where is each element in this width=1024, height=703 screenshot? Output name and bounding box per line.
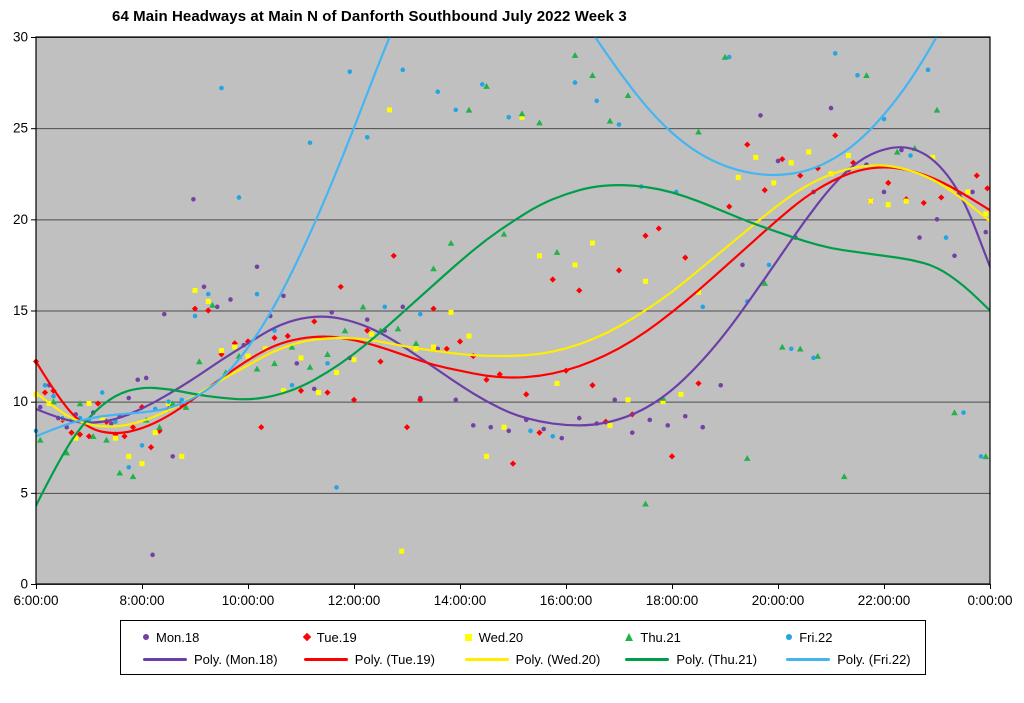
poly-mon18-line-icon: [143, 657, 187, 661]
svg-text:0: 0: [20, 577, 28, 592]
series-points-thu21[interactable]: [36, 52, 990, 507]
legend-label-poly-tue19: Poly. (Tue.19): [354, 651, 435, 667]
svg-text:8:00:00: 8:00:00: [119, 593, 164, 608]
svg-text:0:00:00: 0:00:00: [967, 593, 1012, 608]
svg-text:6:00:00: 6:00:00: [13, 593, 58, 608]
svg-text:10: 10: [13, 394, 28, 409]
series-points-wed20[interactable]: [33, 107, 989, 554]
poly-tue19-line-icon: [303, 657, 348, 661]
legend-item-poly-fri22[interactable]: Poly. (Fri.22): [764, 652, 925, 667]
svg-text:16:00:00: 16:00:00: [540, 593, 593, 608]
svg-text:20:00:00: 20:00:00: [752, 593, 805, 608]
trendline-poly-mon-18-[interactable]: [36, 146, 990, 427]
chart-title: 64 Main Headways at Main N of Danforth S…: [112, 8, 627, 25]
legend-item-wed20[interactable]: Wed.20: [443, 630, 604, 645]
legend-item-poly-wed20[interactable]: Poly. (Wed.20): [443, 652, 604, 667]
legend-label-wed20: Wed.20: [478, 629, 524, 645]
poly-thu21-line-icon: [625, 657, 670, 661]
mon18-dot-marker-icon: [143, 634, 149, 640]
svg-text:20: 20: [13, 212, 28, 227]
y-axis-labels: 0 5 10 15 20 25 30: [13, 30, 36, 592]
svg-text:12:00:00: 12:00:00: [328, 593, 381, 608]
legend-row-trendlines: Poly. (Mon.18) Poly. (Tue.19) Poly. (Wed…: [121, 648, 925, 670]
fri22-dot-marker-icon: [786, 634, 793, 640]
legend-label-mon18: Mon.18: [156, 629, 200, 645]
legend-label-poly-wed20: Poly. (Wed.20): [515, 651, 601, 667]
thu21-triangle-marker-icon: [625, 633, 634, 641]
legend-label-poly-fri22: Poly. (Fri.22): [837, 651, 911, 667]
wed20-square-marker-icon: [464, 633, 472, 641]
svg-text:15: 15: [13, 303, 28, 318]
chart-legend: Mon.18 Tue.19 Wed.20 Thu.21 Fri.22: [120, 620, 926, 675]
svg-text:18:00:00: 18:00:00: [646, 593, 699, 608]
svg-text:5: 5: [20, 485, 28, 500]
legend-label-fri22: Fri.22: [799, 629, 833, 645]
series-points-fri22[interactable]: [33, 51, 984, 490]
plot-svg: 0 5 10 15 20 25 30 6:00:00 8:00:00 10:00:00 12:00:…: [13, 25, 1013, 609]
legend-item-thu21[interactable]: Thu.21: [603, 630, 764, 645]
svg-text:25: 25: [13, 121, 28, 136]
tue19-diamond-marker-icon: [302, 632, 312, 642]
legend-label-tue19: Tue.19: [316, 629, 357, 645]
chart-container: 64 Main Headways at Main N of Danforth S…: [0, 8, 1024, 675]
trendline-poly-fri-22-[interactable]: [36, 25, 990, 438]
legend-item-mon18[interactable]: Mon.18: [121, 630, 282, 645]
legend-row-markers: Mon.18 Tue.19 Wed.20 Thu.21 Fri.22: [121, 626, 925, 648]
legend-item-poly-mon18[interactable]: Poly. (Mon.18): [121, 652, 282, 667]
legend-item-poly-thu21[interactable]: Poly. (Thu.21): [603, 652, 764, 667]
legend-label-thu21: Thu.21: [640, 629, 681, 645]
poly-fri22-line-icon: [786, 657, 831, 661]
svg-text:14:00:00: 14:00:00: [434, 593, 487, 608]
legend-item-tue19[interactable]: Tue.19: [282, 630, 443, 645]
poly-wed20-line-icon: [464, 657, 509, 661]
svg-text:10:00:00: 10:00:00: [222, 593, 275, 608]
legend-item-fri22[interactable]: Fri.22: [764, 630, 925, 645]
legend-label-poly-mon18: Poly. (Mon.18): [194, 651, 278, 667]
legend-item-poly-tue19[interactable]: Poly. (Tue.19): [282, 652, 443, 667]
svg-text:30: 30: [13, 30, 28, 45]
trendline-poly-thu-21-[interactable]: [36, 184, 990, 507]
x-axis-labels: 6:00:00 8:00:00 10:00:00 12:00:00 14:00:00 16…: [13, 584, 1013, 608]
legend-label-poly-thu21: Poly. (Thu.21): [676, 651, 758, 667]
svg-text:22:00:00: 22:00:00: [858, 593, 911, 608]
